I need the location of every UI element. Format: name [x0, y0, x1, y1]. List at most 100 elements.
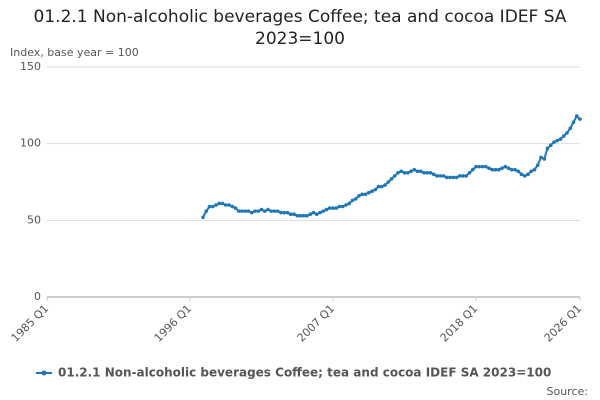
point [272, 209, 277, 213]
point [428, 171, 433, 175]
point [266, 207, 270, 212]
point [493, 167, 498, 172]
point [467, 171, 472, 175]
point [363, 192, 368, 197]
point [480, 164, 485, 169]
point [526, 172, 530, 177]
point [321, 209, 326, 213]
point [373, 187, 378, 192]
point [243, 209, 248, 213]
point [201, 215, 205, 220]
point [386, 180, 391, 184]
x-tick-label: 2018 Q1 [438, 302, 481, 345]
point [298, 213, 303, 218]
legend-marker [41, 370, 47, 376]
point [558, 137, 563, 141]
point [318, 210, 322, 215]
point [305, 213, 309, 218]
point [366, 190, 371, 195]
point [483, 164, 488, 169]
point [532, 167, 537, 172]
point [285, 210, 290, 215]
point [246, 209, 251, 213]
point [506, 166, 511, 170]
point [477, 164, 482, 169]
point [331, 206, 335, 210]
point [552, 140, 556, 144]
y-tick-label: 50 [27, 213, 41, 226]
point [292, 212, 296, 216]
point [360, 192, 365, 197]
point [324, 207, 329, 212]
point [470, 167, 475, 172]
point [249, 210, 254, 215]
legend-label: 01.2.1 Non-alcoholic beverages Coffee; t… [58, 366, 551, 380]
x-tick-label: 1996 Q1 [152, 302, 195, 345]
point [288, 212, 293, 216]
point [389, 177, 394, 181]
point [487, 166, 491, 170]
point [220, 201, 225, 206]
point [431, 172, 436, 177]
point [490, 167, 495, 172]
point [503, 164, 508, 169]
point [350, 198, 355, 203]
y-axis-label: Index, base year = 100 [10, 46, 139, 59]
point [474, 164, 478, 169]
point [256, 209, 261, 213]
point [513, 167, 517, 172]
point [535, 163, 540, 167]
y-tick-label: 100 [20, 137, 41, 150]
point [301, 213, 306, 218]
point [457, 174, 462, 178]
point [435, 174, 439, 178]
point [509, 167, 514, 172]
point [379, 184, 384, 189]
point [207, 204, 212, 209]
point [539, 155, 543, 160]
point [454, 175, 459, 180]
point [418, 169, 423, 174]
point [210, 204, 215, 209]
x-tick-label: 2026 Q1 [542, 302, 585, 345]
point [574, 114, 579, 118]
point [344, 203, 348, 207]
point [415, 169, 420, 174]
point [295, 213, 300, 218]
point [422, 171, 426, 175]
point [392, 174, 397, 178]
point [279, 210, 283, 215]
point [545, 146, 550, 151]
point [464, 174, 469, 178]
point [311, 210, 316, 215]
point [308, 212, 313, 216]
point [399, 169, 404, 174]
point [327, 206, 332, 210]
point [578, 117, 582, 121]
point [496, 167, 501, 172]
point [282, 210, 287, 215]
point [262, 209, 267, 213]
point [233, 206, 238, 210]
point [275, 209, 280, 213]
point [396, 171, 400, 175]
point [217, 201, 222, 206]
point [568, 126, 573, 131]
point [227, 203, 231, 207]
point [500, 166, 504, 170]
point [522, 174, 527, 178]
point [334, 206, 339, 210]
point [314, 212, 319, 216]
point [204, 209, 209, 213]
x-tick-label: 1985 Q1 [9, 302, 52, 345]
point [259, 207, 264, 212]
point [555, 138, 560, 143]
series-line [202, 114, 581, 218]
point [448, 175, 452, 180]
point [548, 143, 553, 147]
point [357, 194, 361, 198]
point [409, 169, 413, 174]
point [516, 169, 521, 174]
point [214, 203, 218, 207]
